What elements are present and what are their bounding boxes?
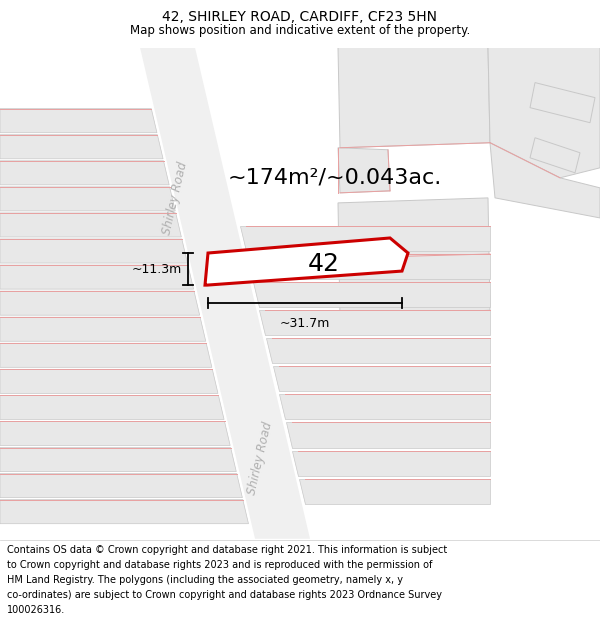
Polygon shape xyxy=(530,82,595,122)
Polygon shape xyxy=(253,282,490,307)
Text: Contains OS data © Crown copyright and database right 2021. This information is : Contains OS data © Crown copyright and d… xyxy=(7,545,448,555)
Polygon shape xyxy=(272,366,490,391)
Text: ~31.7m: ~31.7m xyxy=(280,317,330,330)
Polygon shape xyxy=(0,448,236,472)
Polygon shape xyxy=(338,148,390,193)
Polygon shape xyxy=(286,422,490,447)
Text: Map shows position and indicative extent of the property.: Map shows position and indicative extent… xyxy=(130,24,470,37)
Text: 42, SHIRLEY ROAD, CARDIFF, CF23 5HN: 42, SHIRLEY ROAD, CARDIFF, CF23 5HN xyxy=(163,11,437,24)
Polygon shape xyxy=(0,396,224,419)
Text: Shirley Road: Shirley Road xyxy=(160,160,190,236)
Polygon shape xyxy=(0,135,163,159)
Polygon shape xyxy=(0,265,194,289)
Polygon shape xyxy=(0,317,206,341)
Polygon shape xyxy=(0,161,169,185)
Polygon shape xyxy=(0,369,218,393)
Polygon shape xyxy=(292,451,490,476)
Polygon shape xyxy=(0,421,230,446)
Polygon shape xyxy=(299,479,490,504)
Polygon shape xyxy=(0,291,200,315)
Polygon shape xyxy=(259,310,490,335)
Text: Shirley Road: Shirley Road xyxy=(245,421,275,496)
Text: to Crown copyright and database rights 2023 and is reproduced with the permissio: to Crown copyright and database rights 2… xyxy=(7,560,433,570)
Polygon shape xyxy=(338,198,490,318)
Polygon shape xyxy=(0,499,248,524)
Polygon shape xyxy=(0,343,212,367)
Polygon shape xyxy=(0,187,175,211)
Polygon shape xyxy=(240,226,490,251)
Text: ~11.3m: ~11.3m xyxy=(132,262,182,276)
Text: ~174m²/~0.043ac.: ~174m²/~0.043ac. xyxy=(228,168,442,188)
Polygon shape xyxy=(0,109,157,132)
Polygon shape xyxy=(0,474,242,498)
Text: 42: 42 xyxy=(307,253,340,276)
Polygon shape xyxy=(205,238,408,285)
Polygon shape xyxy=(530,138,580,173)
Text: HM Land Registry. The polygons (including the associated geometry, namely x, y: HM Land Registry. The polygons (includin… xyxy=(7,575,403,585)
Polygon shape xyxy=(490,142,600,218)
Text: 100026316.: 100026316. xyxy=(7,605,65,615)
Polygon shape xyxy=(0,239,187,263)
Polygon shape xyxy=(266,338,490,363)
Text: co-ordinates) are subject to Crown copyright and database rights 2023 Ordnance S: co-ordinates) are subject to Crown copyr… xyxy=(7,590,442,600)
Polygon shape xyxy=(247,254,490,279)
Polygon shape xyxy=(279,394,490,419)
Polygon shape xyxy=(488,48,600,178)
Polygon shape xyxy=(140,48,310,539)
Polygon shape xyxy=(0,213,181,237)
Polygon shape xyxy=(338,48,490,148)
